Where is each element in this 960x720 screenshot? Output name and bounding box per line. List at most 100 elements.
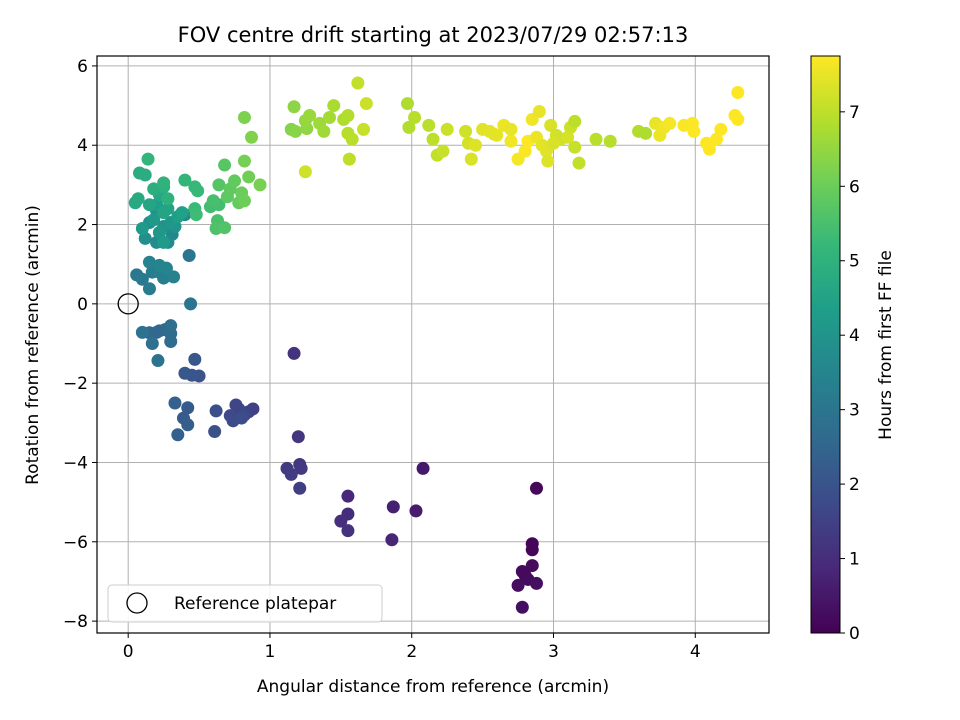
- y-tick-label: 2: [77, 216, 88, 236]
- data-point: [532, 105, 546, 119]
- data-point: [164, 335, 178, 349]
- data-point: [386, 500, 400, 514]
- reference-point: [117, 293, 139, 315]
- data-point: [440, 122, 454, 136]
- x-tick-label: 2: [406, 642, 417, 662]
- data-point: [327, 99, 341, 113]
- legend-marker-reference: [126, 592, 148, 614]
- data-point: [157, 235, 171, 249]
- data-point: [237, 110, 251, 124]
- data-point: [547, 136, 561, 150]
- colorbar-tick-label: 1: [849, 550, 860, 570]
- data-point: [568, 140, 582, 154]
- data-point: [416, 461, 430, 475]
- data-point: [544, 118, 558, 132]
- data-point: [181, 418, 195, 432]
- data-point: [408, 110, 422, 124]
- data-point: [525, 543, 539, 557]
- data-point: [436, 144, 450, 158]
- x-axis-label: Angular distance from reference (arcmin): [257, 677, 609, 697]
- colorbar-tick-label: 3: [849, 401, 860, 421]
- data-point: [541, 154, 555, 168]
- data-point: [529, 576, 543, 590]
- data-point: [178, 173, 192, 187]
- data-point: [253, 178, 267, 192]
- data-point: [182, 248, 196, 262]
- data-point: [175, 206, 189, 220]
- data-point: [152, 258, 166, 272]
- data-point: [191, 184, 205, 198]
- y-tick-label: −6: [63, 533, 88, 553]
- data-point: [525, 559, 539, 573]
- data-point: [151, 354, 165, 368]
- colorbar-gradient: [810, 55, 841, 634]
- data-point: [157, 206, 171, 220]
- legend-box: [107, 584, 383, 623]
- data-point: [702, 142, 716, 156]
- scatter-points: [128, 76, 745, 614]
- data-point: [469, 138, 483, 152]
- data-point: [639, 126, 653, 140]
- data-point: [529, 481, 543, 495]
- data-point: [317, 124, 331, 138]
- y-tick-label: −8: [63, 612, 88, 632]
- y-axis-ticks: −8 −6 −4 −2 0 2 4 6: [63, 57, 97, 632]
- data-point: [572, 156, 586, 170]
- data-point: [229, 398, 243, 412]
- plot-frame: [96, 55, 770, 634]
- data-point: [135, 325, 149, 339]
- data-point: [359, 97, 373, 111]
- x-tick-label: 4: [690, 642, 701, 662]
- data-point: [206, 194, 220, 208]
- data-point: [400, 97, 414, 111]
- data-point: [218, 221, 232, 235]
- data-point: [147, 213, 161, 227]
- data-point: [237, 194, 251, 208]
- data-point: [561, 130, 575, 144]
- data-point: [351, 76, 365, 90]
- data-point: [181, 401, 195, 415]
- data-point: [135, 272, 149, 286]
- data-point: [237, 154, 251, 168]
- data-point: [228, 174, 242, 188]
- data-point: [287, 346, 301, 360]
- data-point: [157, 176, 171, 190]
- data-point: [342, 152, 356, 166]
- colorbar-tick-label: 6: [849, 177, 860, 197]
- colorbar-tick-label: 2: [849, 475, 860, 495]
- data-point: [518, 144, 532, 158]
- data-point: [603, 134, 617, 148]
- x-axis-ticks: 0 1 2 3 4: [123, 633, 701, 662]
- data-point: [161, 192, 175, 206]
- data-point: [731, 112, 745, 126]
- data-point: [589, 132, 603, 146]
- data-point: [138, 168, 152, 182]
- x-tick-label: 0: [123, 642, 134, 662]
- data-point: [663, 116, 677, 130]
- data-point: [208, 425, 222, 439]
- data-point: [511, 578, 525, 592]
- y-tick-label: 0: [77, 295, 88, 315]
- data-point: [131, 192, 145, 206]
- data-point: [710, 132, 724, 146]
- data-point: [167, 270, 181, 284]
- data-point: [164, 319, 178, 333]
- y-tick-label: −2: [63, 374, 88, 394]
- data-point: [341, 489, 355, 503]
- data-point: [341, 524, 355, 538]
- y-tick-label: −4: [63, 453, 88, 473]
- data-point: [138, 231, 152, 245]
- data-point: [145, 337, 159, 351]
- data-point: [142, 198, 156, 212]
- data-point: [168, 396, 182, 410]
- data-point: [303, 108, 317, 122]
- colorbar-label: Hours from first FF file: [876, 250, 896, 440]
- x-tick-label: 3: [548, 642, 559, 662]
- data-point: [209, 404, 223, 418]
- y-axis-label: Rotation from reference (arcmin): [23, 205, 43, 485]
- data-point: [157, 271, 171, 285]
- colorbar-ticks: 0 1 2 3 4 5 6 7: [840, 103, 860, 644]
- data-point: [323, 110, 337, 124]
- colorbar-tick-label: 4: [849, 326, 860, 346]
